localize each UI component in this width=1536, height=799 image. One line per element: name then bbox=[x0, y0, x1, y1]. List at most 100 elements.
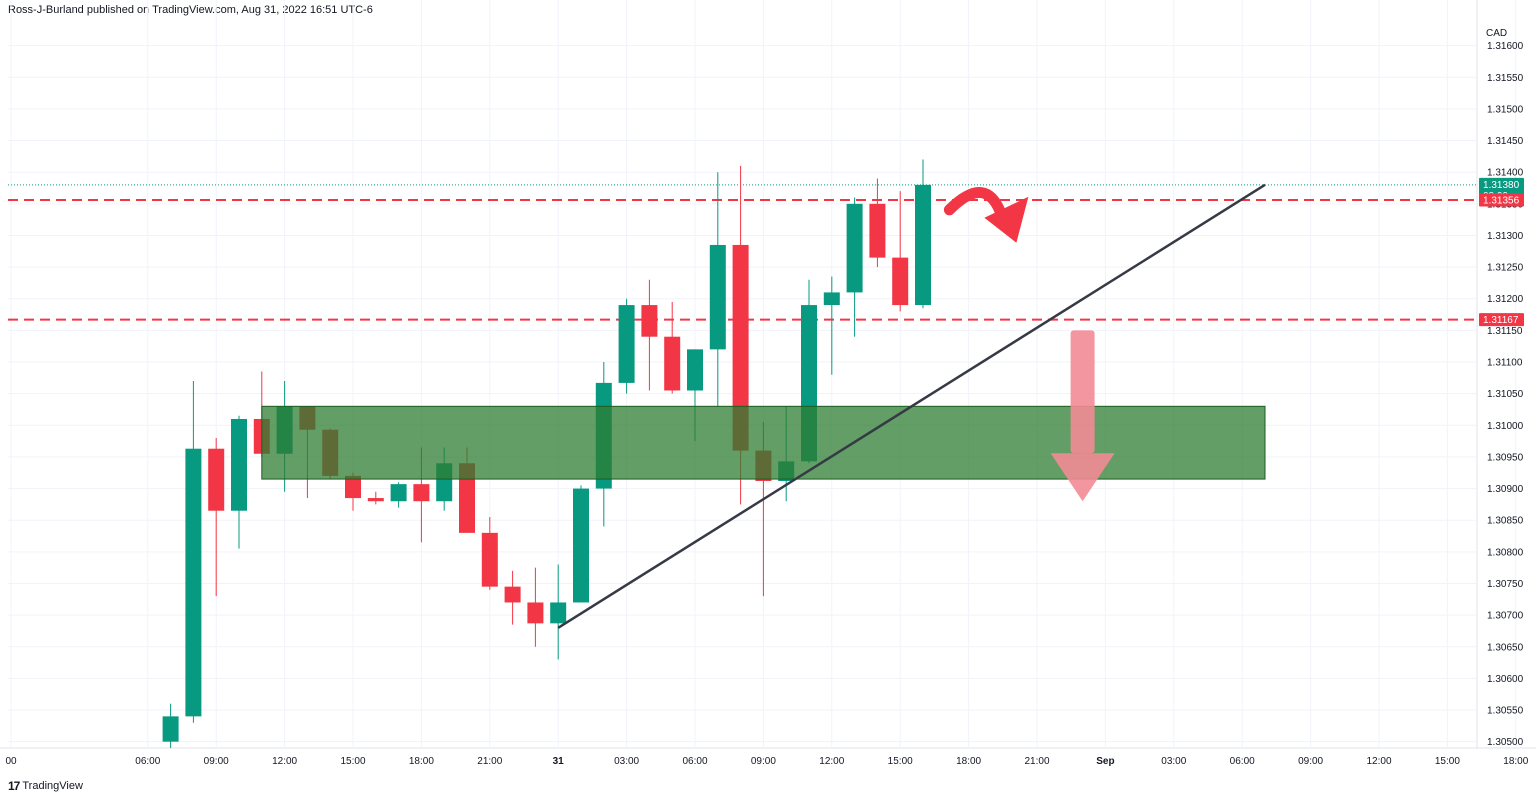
candle-bullish bbox=[823, 276, 840, 375]
candle-bearish bbox=[641, 279, 658, 391]
candle-bearish bbox=[208, 437, 225, 597]
candle-body bbox=[641, 305, 658, 337]
candle-body bbox=[162, 716, 179, 742]
time-tick-label: 21:00 bbox=[477, 756, 502, 767]
price-tick-label: 1.30700 bbox=[1487, 611, 1524, 622]
time-tick-label: 15:00 bbox=[1435, 756, 1460, 767]
price-tick-label: 1.30900 bbox=[1487, 484, 1524, 495]
candle-body bbox=[459, 463, 475, 533]
price-tick-label: 1.31450 bbox=[1487, 136, 1524, 147]
time-tick-label: 06:00 bbox=[135, 756, 160, 767]
candle-body bbox=[869, 203, 886, 258]
price-tick-label: 1.31550 bbox=[1487, 73, 1524, 84]
candle-body bbox=[413, 484, 430, 502]
price-tick-label: 1.30950 bbox=[1487, 452, 1524, 463]
time-tick-label: 18:00 bbox=[956, 756, 981, 767]
time-tick-label: 09:00 bbox=[204, 756, 229, 767]
price-axis[interactable]: CAD 1.316001.315501.315001.314501.314001… bbox=[1486, 28, 1524, 748]
time-tick-label: 03:00 bbox=[614, 756, 639, 767]
time-tick-label: 31 bbox=[553, 756, 565, 767]
price-tick-label: 1.30550 bbox=[1487, 706, 1524, 717]
time-tick-label: 18:00 bbox=[409, 756, 434, 767]
down-arrow-head bbox=[1050, 453, 1115, 502]
candle-bearish bbox=[504, 570, 521, 625]
time-tick-label: 21:00 bbox=[1024, 756, 1049, 767]
candle-body bbox=[504, 586, 521, 603]
price-tick-label: 1.30600 bbox=[1487, 674, 1524, 685]
drawings-layer bbox=[261, 183, 1266, 629]
candle-bearish bbox=[869, 178, 886, 268]
price-tick-label: 1.30850 bbox=[1487, 516, 1524, 527]
price-tick-label: 1.30800 bbox=[1487, 547, 1524, 558]
time-axis[interactable]: 00 06:00 09:00 12:00 15:00 18:00 21:00 31 03:00 0… bbox=[5, 756, 1528, 767]
tradingview-brand: 17 TradingView bbox=[8, 779, 83, 793]
time-tick-label: 06:00 bbox=[1230, 756, 1255, 767]
level-price-tag-bg bbox=[1479, 193, 1524, 207]
candle-bullish bbox=[709, 172, 726, 407]
candle-bearish bbox=[664, 301, 681, 394]
time-tick-label: 09:00 bbox=[1298, 756, 1323, 767]
level-price-tag-bg bbox=[1479, 313, 1524, 327]
candle-bullish bbox=[550, 564, 567, 660]
time-tick-label: 00 bbox=[5, 756, 17, 767]
price-tick-label: 1.31150 bbox=[1487, 326, 1523, 337]
candle-body bbox=[846, 203, 863, 293]
price-tick-label: 1.31050 bbox=[1487, 389, 1524, 400]
candle-bullish bbox=[162, 703, 179, 748]
time-tick-label: 15:00 bbox=[340, 756, 365, 767]
price-tick-label: 1.31200 bbox=[1487, 294, 1524, 305]
support-zone bbox=[261, 405, 1266, 480]
candle-bullish bbox=[185, 381, 202, 723]
candle-body bbox=[664, 336, 681, 391]
chart-grid bbox=[0, 0, 1536, 749]
level-price-tag-text: 1.31167 bbox=[1483, 315, 1519, 326]
candle-body bbox=[550, 602, 567, 624]
candle-bullish bbox=[846, 197, 863, 337]
candle-body bbox=[208, 448, 225, 511]
curved-arrow-head bbox=[984, 196, 1029, 243]
price-tick-label: 1.31400 bbox=[1487, 168, 1524, 179]
candle-body bbox=[390, 484, 407, 502]
curved-arrow-shaft bbox=[943, 187, 1007, 221]
candle-body bbox=[185, 448, 202, 717]
candle-body bbox=[345, 475, 361, 499]
levels-layer bbox=[8, 184, 1477, 321]
price-tick-label: 1.31500 bbox=[1487, 104, 1524, 115]
candle-body bbox=[687, 349, 703, 391]
time-tick-label: 12:00 bbox=[819, 756, 844, 767]
candle-body bbox=[481, 532, 498, 587]
price-tick-label: 1.31000 bbox=[1487, 421, 1524, 432]
time-tick-label: 15:00 bbox=[888, 756, 913, 767]
level-price-tag: 1.31356 bbox=[1479, 193, 1524, 207]
level-price-tag-text: 1.31356 bbox=[1483, 196, 1520, 207]
candle-body bbox=[618, 305, 635, 383]
price-tick-label: 1.31100 bbox=[1487, 358, 1523, 369]
candle-bearish bbox=[481, 517, 498, 590]
candle-body bbox=[915, 184, 931, 306]
tradingview-logo-icon: 17 bbox=[8, 779, 20, 793]
candle-body bbox=[892, 257, 909, 306]
candle-body bbox=[823, 292, 840, 306]
candle-body bbox=[527, 602, 544, 624]
candle-bullish bbox=[231, 415, 247, 549]
candle-bullish bbox=[573, 485, 589, 603]
time-tick-label: 06:00 bbox=[682, 756, 707, 767]
candle-bullish bbox=[915, 159, 931, 309]
candle-bearish bbox=[527, 567, 544, 647]
price-tick-label: 1.31300 bbox=[1487, 231, 1524, 242]
time-tick-label: Sep bbox=[1096, 756, 1114, 767]
trendline bbox=[557, 183, 1266, 629]
candle-bearish bbox=[892, 191, 909, 312]
candle-body bbox=[231, 418, 247, 511]
down-arrow-shaft bbox=[1070, 330, 1095, 454]
time-tick-label: 09:00 bbox=[751, 756, 776, 767]
brand-name: TradingView bbox=[22, 780, 83, 792]
candle-body bbox=[367, 498, 384, 502]
level-price-tag: 1.31167 bbox=[1479, 313, 1524, 327]
candle-bullish bbox=[618, 298, 635, 394]
time-tick-label: 12:00 bbox=[1366, 756, 1391, 767]
current-price-tag-text: 1.31380 bbox=[1483, 180, 1520, 191]
price-tick-label: 1.30500 bbox=[1487, 737, 1524, 748]
